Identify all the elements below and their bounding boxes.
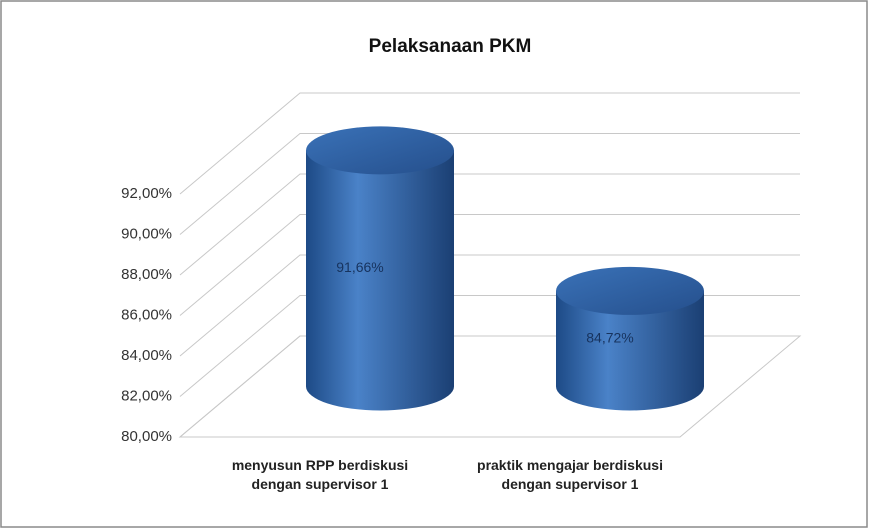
bar bbox=[556, 266, 704, 411]
y-tick-label: 82,00% bbox=[121, 387, 172, 404]
grid-line bbox=[179, 173, 800, 276]
chart-title: Pelaksanaan PKM bbox=[369, 36, 532, 57]
y-tick-label: 92,00% bbox=[121, 185, 172, 202]
grid-line bbox=[179, 92, 800, 195]
x-tick-label: praktik mengajar berdiskusi dengan super… bbox=[477, 457, 663, 492]
value-label: 84,72% bbox=[586, 329, 633, 345]
bar-top bbox=[306, 126, 454, 175]
grid-line bbox=[179, 133, 800, 235]
bar-body bbox=[556, 290, 704, 411]
grid-line bbox=[179, 214, 800, 316]
y-tick-label: 88,00% bbox=[121, 266, 172, 283]
grid-line bbox=[179, 254, 800, 357]
bar bbox=[306, 126, 454, 411]
y-tick-label: 80,00% bbox=[121, 428, 172, 445]
bar-top bbox=[556, 266, 704, 315]
y-tick-label: 86,00% bbox=[121, 306, 172, 323]
bar-body bbox=[306, 150, 454, 411]
value-label: 91,66% bbox=[336, 259, 383, 275]
y-tick-label: 84,00% bbox=[121, 347, 172, 364]
y-tick-label: 90,00% bbox=[121, 225, 172, 242]
x-tick-label: menyusun RPP berdiskusi dengan superviso… bbox=[231, 457, 409, 492]
